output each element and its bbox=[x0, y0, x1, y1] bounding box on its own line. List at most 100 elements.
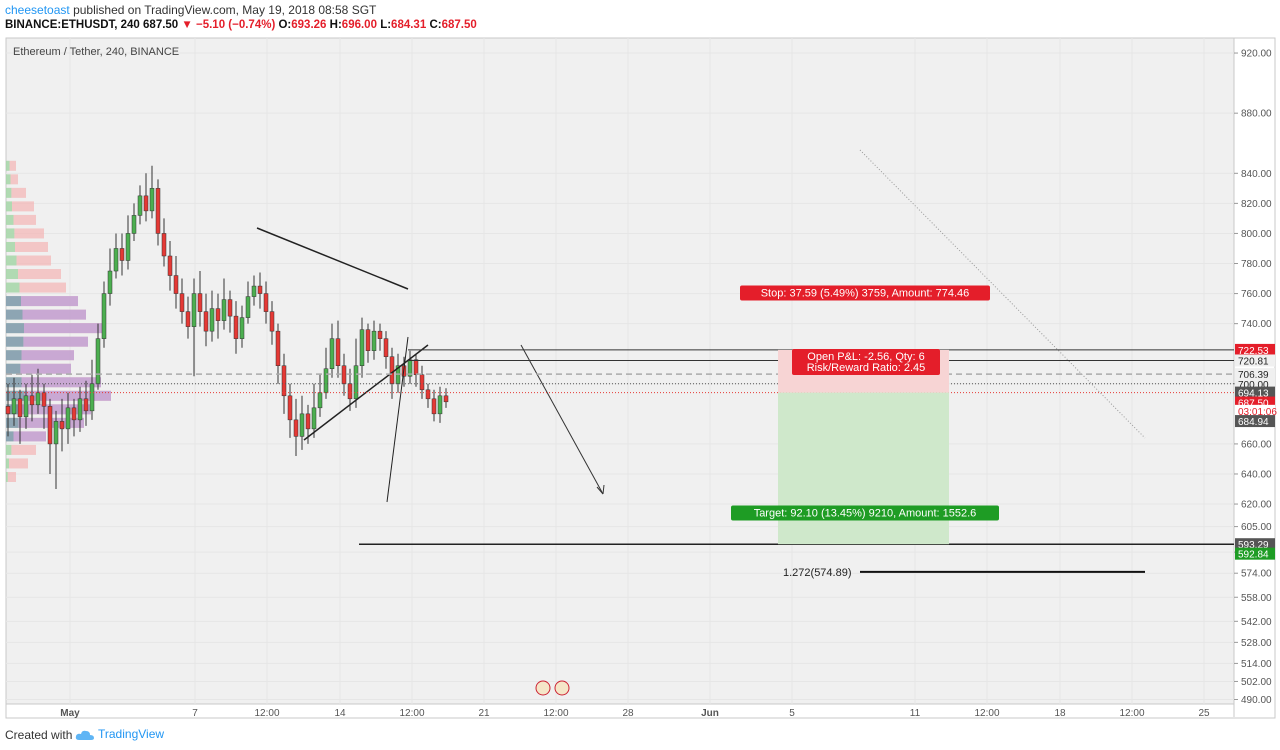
candle-body bbox=[383, 338, 389, 357]
candle-body bbox=[431, 398, 437, 415]
high-label: H: bbox=[329, 19, 342, 31]
y-tick-label: 490.00 bbox=[1241, 695, 1272, 706]
volume-profile-value-area-up bbox=[6, 431, 14, 442]
candle-body bbox=[53, 421, 59, 445]
y-tick-label: 920.00 bbox=[1241, 49, 1272, 60]
y-tick-label: 502.00 bbox=[1241, 677, 1272, 688]
candle-body bbox=[251, 285, 257, 297]
candle-body bbox=[281, 365, 287, 397]
candle-body bbox=[329, 338, 335, 369]
author-link[interactable]: cheesetoast bbox=[5, 3, 70, 17]
y-tick-label: 840.00 bbox=[1241, 169, 1272, 180]
candle-body bbox=[185, 311, 191, 327]
y-tick-label: 740.00 bbox=[1241, 319, 1272, 330]
candle-body bbox=[197, 293, 203, 312]
fib-extension-label: 1.272(574.89) bbox=[783, 567, 852, 579]
take-profit-zone bbox=[778, 392, 949, 545]
y-tick-label: 620.00 bbox=[1241, 500, 1272, 511]
candle-body bbox=[65, 407, 71, 430]
candle-body bbox=[341, 365, 347, 385]
candle-body bbox=[29, 395, 35, 406]
low-label: L: bbox=[380, 19, 392, 31]
tradingview-brand: TradingView bbox=[98, 727, 165, 741]
candle-body bbox=[71, 407, 77, 421]
candle-body bbox=[389, 356, 395, 385]
volume-profile-value-area-down bbox=[21, 377, 102, 388]
candle-body bbox=[305, 413, 311, 430]
forecast-arrow-head bbox=[596, 484, 605, 495]
event-flag-icon bbox=[535, 680, 551, 696]
candle-body bbox=[191, 293, 197, 327]
x-tick-label: 11 bbox=[910, 708, 921, 719]
y-tick-label: 640.00 bbox=[1241, 469, 1272, 480]
volume-profile-value-area-down bbox=[13, 431, 46, 442]
candle-body bbox=[221, 299, 227, 321]
created-with-text: Created with bbox=[5, 728, 73, 742]
candle-body bbox=[11, 398, 17, 415]
tradingview-logo[interactable]: TradingView bbox=[75, 727, 164, 741]
x-tick-label: 12:00 bbox=[399, 708, 424, 719]
candle-body bbox=[179, 293, 185, 312]
volume-profile-up bbox=[6, 228, 15, 239]
candle-body bbox=[359, 329, 365, 366]
target-label-bg bbox=[731, 505, 999, 521]
volume-profile-down bbox=[7, 471, 16, 482]
x-tick-label: 12:00 bbox=[1119, 708, 1144, 719]
candle-body bbox=[377, 330, 383, 339]
pnl-label: Risk/Reward Ratio: 2.45 bbox=[807, 362, 926, 374]
volume-profile-down bbox=[19, 282, 66, 293]
candle-body bbox=[413, 359, 419, 376]
volume-profile-down bbox=[9, 458, 28, 469]
price-label: 694.13 bbox=[1238, 389, 1269, 400]
cloud-icon bbox=[75, 730, 94, 740]
candle-body bbox=[353, 365, 359, 400]
candle-body bbox=[347, 383, 353, 400]
price-chart[interactable]: 920.00 880.00 840.00 820.00 800.00 780.00 760.… bbox=[0, 0, 1280, 720]
candle-body bbox=[365, 329, 371, 351]
volume-profile-up bbox=[6, 187, 12, 198]
candle-body bbox=[89, 383, 95, 412]
volume-profile-down bbox=[18, 269, 61, 280]
volume-profile-value-area-down bbox=[21, 350, 75, 361]
volume-profile-value-area-up bbox=[6, 296, 21, 307]
volume-profile-value-area-down bbox=[22, 309, 86, 320]
price-change: ▼ −5.10 (−0.74%) bbox=[181, 19, 276, 31]
published-text: published on TradingView.com, May 19, 20… bbox=[73, 3, 377, 17]
candle-body bbox=[83, 398, 89, 412]
last-price: 687.50 bbox=[143, 19, 179, 31]
candle-body bbox=[239, 317, 245, 339]
candle-body bbox=[95, 338, 101, 385]
y-tick-label: 880.00 bbox=[1241, 109, 1272, 120]
volume-profile-up bbox=[6, 444, 12, 455]
volume-profile-down bbox=[9, 160, 16, 171]
x-tick-label: 21 bbox=[478, 708, 490, 719]
candle-body bbox=[77, 398, 83, 421]
volume-profile-value-area-up bbox=[6, 336, 24, 347]
candle-body bbox=[113, 248, 119, 272]
candle-body bbox=[17, 398, 23, 418]
volume-profile-down bbox=[13, 214, 36, 225]
price-label: 700.00 bbox=[1238, 380, 1269, 391]
candle-body bbox=[317, 392, 323, 409]
price-label: 687.50 bbox=[1238, 399, 1269, 410]
candle-body bbox=[443, 395, 449, 403]
stop-label: Stop: 37.59 (5.49%) 3759, Amount: 774.46 bbox=[761, 288, 970, 300]
volume-profile-value-area-up bbox=[6, 417, 19, 428]
x-tick-label: May bbox=[60, 708, 80, 719]
candle-body bbox=[209, 308, 215, 332]
symbol-label: BINANCE:ETHUSDT, 240 bbox=[5, 19, 140, 31]
candle-body bbox=[257, 285, 263, 294]
pnl-label: Open P&L: -2.56, Qty: 6 bbox=[807, 351, 924, 363]
candle-body bbox=[23, 395, 29, 418]
y-tick-label: 574.00 bbox=[1241, 569, 1272, 580]
candle-body bbox=[119, 248, 125, 261]
candle-body bbox=[275, 330, 281, 366]
candle-body bbox=[47, 406, 53, 445]
volume-profile-value-area-down bbox=[20, 404, 91, 415]
y-tick-label: 660.00 bbox=[1241, 439, 1272, 450]
candle-body bbox=[101, 293, 107, 339]
candle-body bbox=[59, 421, 65, 430]
candle-body bbox=[35, 392, 41, 406]
volume-profile-value-area-down bbox=[23, 336, 88, 347]
price-label: 592.84 bbox=[1238, 550, 1269, 561]
